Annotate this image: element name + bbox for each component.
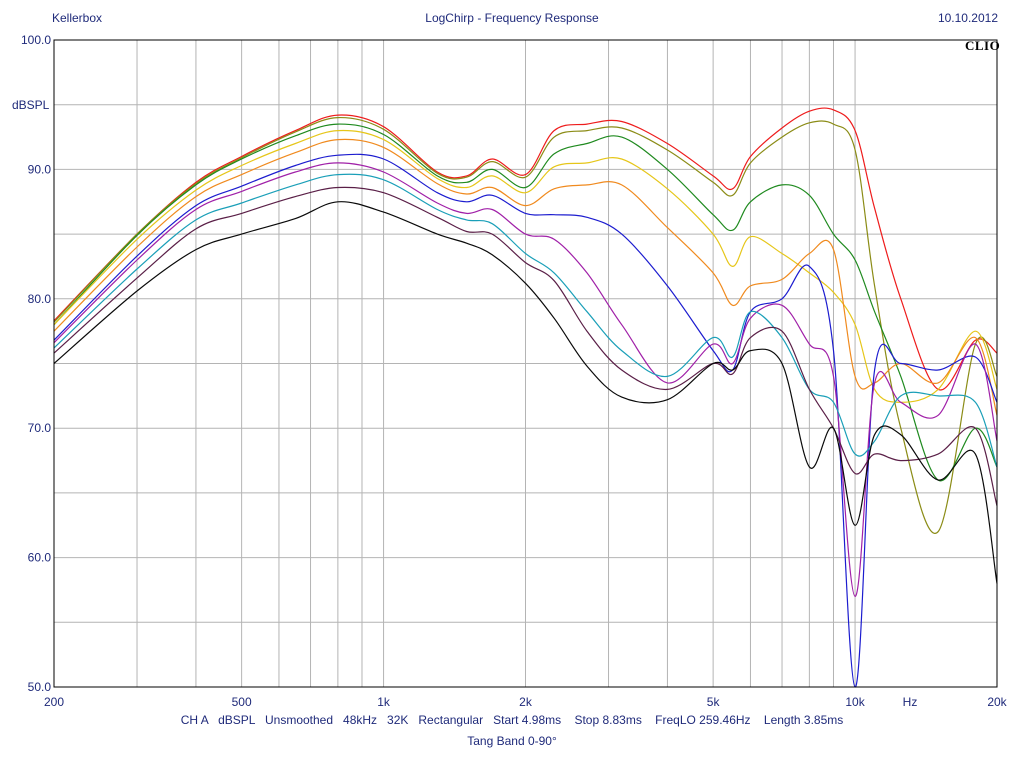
x-tick-label: 200	[44, 695, 64, 709]
response-curve-3	[53, 123, 998, 482]
response-curve-1	[53, 107, 998, 391]
chart-caption: Tang Band 0-90°	[467, 734, 557, 748]
x-tick-label: 20k	[987, 695, 1007, 709]
response-curve-5	[53, 138, 998, 416]
header-left-label: Kellerbox	[52, 11, 103, 25]
response-curve-8	[53, 173, 998, 468]
y-axis-label: dBSPL	[12, 98, 50, 112]
response-curve-9	[53, 186, 998, 506]
y-tick-label: 60.0	[28, 551, 52, 565]
grid-lines	[53, 39, 998, 688]
response-curves	[53, 107, 998, 688]
x-tick-label: 10k	[845, 695, 865, 709]
plot-frame	[53, 39, 998, 688]
measurement-settings: CH A dBSPL Unsmoothed 48kHz 32K Rectangu…	[180, 713, 844, 727]
x-tick-label: 500	[232, 695, 252, 709]
y-tick-label: 100.0	[21, 33, 51, 47]
y-tick-label: 80.0	[28, 292, 52, 306]
x-tick-label: 5k	[707, 695, 721, 709]
y-tick-label: 50.0	[28, 680, 52, 694]
y-axis-ticks: 100.0 90.0 80.0 70.0 60.0 50.0	[21, 33, 51, 694]
date-label: 10.10.2012	[937, 11, 998, 25]
response-curve-10	[53, 201, 998, 584]
chart-title: LogChirp - Frequency Response	[425, 11, 599, 25]
x-axis-unit-label: Hz	[903, 695, 918, 709]
response-curve-2	[53, 116, 998, 534]
clio-logo: CLIO	[965, 38, 1001, 53]
response-curve-7	[53, 162, 998, 598]
x-tick-label: 2k	[519, 695, 533, 709]
x-tick-label: 1k	[377, 695, 391, 709]
response-curve-4	[53, 129, 998, 403]
x-axis-ticks: 200 500 1k 2k 5k 10k 20k	[44, 695, 1008, 709]
y-tick-label: 70.0	[28, 421, 52, 435]
y-tick-label: 90.0	[28, 162, 52, 176]
